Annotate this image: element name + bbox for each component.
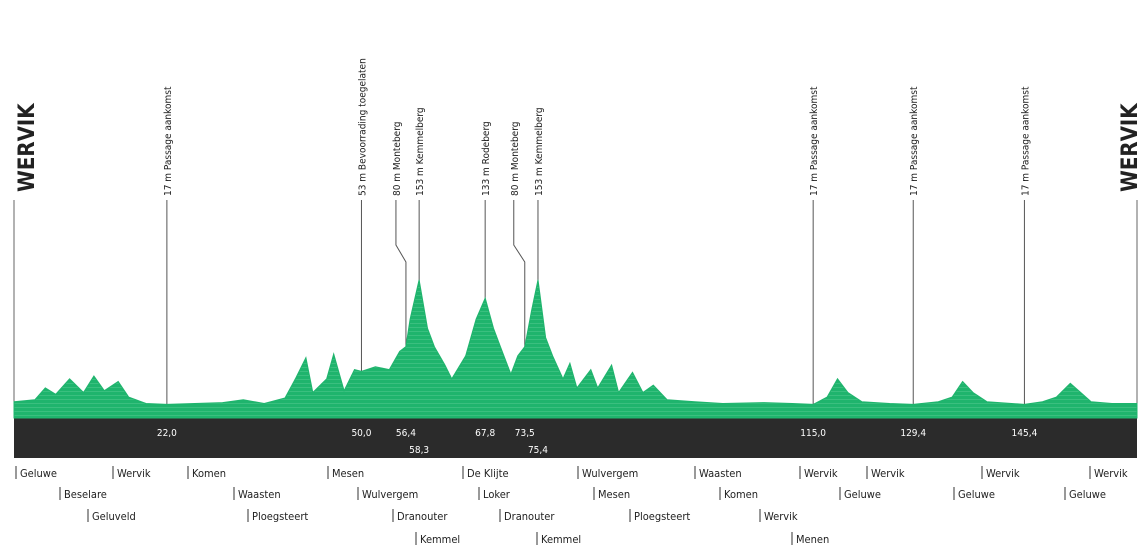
town-label: Waasten xyxy=(238,488,281,501)
town-label: Wervik xyxy=(764,510,798,523)
town-label: Ploegsteert xyxy=(252,510,308,523)
town-label: Kemmel xyxy=(541,533,581,546)
elevation-area xyxy=(13,279,1138,419)
start-label: WERVIK xyxy=(15,103,40,192)
town-label: Wervik xyxy=(986,467,1020,480)
marker-annotation: 133 m Rodeberg xyxy=(481,121,492,196)
town-label: Kemmel xyxy=(420,533,460,546)
town-label: Komen xyxy=(724,488,758,501)
town-label: Wervik xyxy=(804,467,838,480)
town-label: Komen xyxy=(192,467,226,480)
km-band xyxy=(14,418,1137,458)
km-label: 145,4 xyxy=(1012,428,1038,439)
marker-annotation: 17 m Passage aankomst xyxy=(809,86,820,196)
town-label: Menen xyxy=(796,533,829,546)
marker-line xyxy=(513,200,526,418)
town-label: De Klijte xyxy=(467,467,509,480)
town-label: Dranouter xyxy=(397,510,448,523)
marker-annotation: 53 m Bevoorrading toegelaten xyxy=(357,58,368,196)
marker-line xyxy=(395,200,407,418)
town-label: Mesen xyxy=(598,488,630,501)
town-label: Geluwe xyxy=(20,467,57,480)
km-label: 50,0 xyxy=(351,428,371,439)
town-label: Beselare xyxy=(64,488,107,501)
town-label: Geluwe xyxy=(1069,488,1106,501)
marker-annotation: 17 m Passage aankomst xyxy=(909,86,920,196)
town-label: Waasten xyxy=(699,467,742,480)
town-label: Dranouter xyxy=(504,510,555,523)
km-label: 67,8 xyxy=(475,428,495,439)
km-label: 115,0 xyxy=(800,428,826,439)
marker-annotation: 80 m Monteberg xyxy=(510,122,521,196)
town-label: Wulvergem xyxy=(582,467,638,480)
marker-annotation: 80 m Monteberg xyxy=(392,122,403,196)
km-label: 73,5 xyxy=(515,428,535,439)
town-label: Wervik xyxy=(1094,467,1128,480)
town-label: Wulvergem xyxy=(362,488,418,501)
town-label: Loker xyxy=(483,488,511,501)
town-label: Geluwe xyxy=(958,488,995,501)
km-label: 75,4 xyxy=(528,445,548,456)
marker-annotation: 153 m Kemmelberg xyxy=(534,107,545,196)
town-label: Ploegsteert xyxy=(634,510,690,523)
km-label: 22,0 xyxy=(157,428,177,439)
town-label: Geluwe xyxy=(844,488,881,501)
town-label: Wervik xyxy=(871,467,905,480)
marker-annotation: 17 m Passage aankomst xyxy=(163,86,174,196)
marker-annotation: 153 m Kemmelberg xyxy=(415,107,426,196)
end-label: WERVIK xyxy=(1118,103,1143,192)
marker-annotation: 17 m Passage aankomst xyxy=(1020,86,1031,196)
km-label: 129,4 xyxy=(900,428,926,439)
town-label: Wervik xyxy=(117,467,151,480)
town-label: Mesen xyxy=(332,467,364,480)
km-label: 56,4 xyxy=(396,428,416,439)
town-label: Geluveld xyxy=(92,510,136,523)
km-label: 58,3 xyxy=(409,445,429,456)
